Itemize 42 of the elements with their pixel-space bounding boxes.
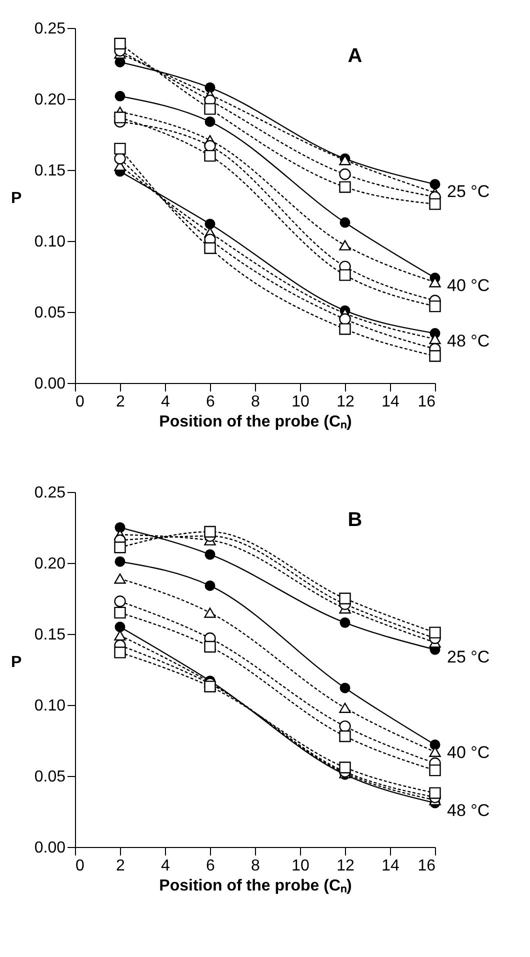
x-tick-label: 12 — [336, 858, 354, 874]
text: 25 °C — [447, 182, 490, 202]
x-tick-label: 14 — [382, 394, 400, 410]
y-tick-label: 0.15 — [34, 626, 66, 644]
x-axis-title: Position of the probe (Cₙ) — [159, 414, 352, 430]
x-tick-label: 6 — [206, 858, 216, 874]
y-tick-label: 0.00 — [34, 376, 66, 392]
x-tick-label: 14 — [382, 858, 400, 874]
annotation: A — [348, 45, 362, 67]
x-tick-label: 0 — [76, 394, 84, 410]
y-axis-title: P — [11, 654, 22, 671]
y-tick-label: 0.05 — [34, 304, 66, 322]
x-tick-label: 10 — [292, 858, 310, 874]
x-tick-label: 16 — [418, 394, 436, 410]
x-tick-label: 2 — [116, 394, 126, 410]
y-tick-label: 0.00 — [34, 840, 66, 856]
x-tick-label: 6 — [206, 394, 216, 410]
x-axis-title: Position of the probe (Cₙ) — [159, 878, 352, 894]
annotation: B — [348, 509, 362, 531]
text: 40 °C — [447, 276, 490, 295]
y-tick-label: 0.10 — [34, 234, 66, 250]
y-tick-label: 0.05 — [34, 768, 66, 786]
y-tick-label: 0.25 — [34, 20, 66, 38]
text: 40 °C — [447, 742, 490, 762]
x-tick-label: 4 — [161, 858, 170, 874]
text: 48 °C — [447, 331, 490, 350]
text: 48 °C — [447, 800, 490, 820]
x-tick-label: 4 — [161, 394, 170, 410]
y-tick-label: 0.25 — [34, 484, 66, 502]
x-tick-label: 12 — [336, 394, 354, 410]
y-axis-title: P — [11, 190, 22, 207]
x-tick-label: 0 — [76, 858, 84, 874]
x-tick-label: 10 — [292, 394, 310, 410]
y-tick-label: 0.15 — [34, 162, 66, 180]
x-tick-label: 16 — [418, 858, 436, 874]
x-tick-label: 8 — [251, 858, 260, 874]
y-tick-label: 0.20 — [34, 556, 66, 572]
y-tick-label: 0.20 — [34, 92, 66, 108]
x-tick-label: 2 — [116, 858, 126, 874]
x-tick-label: 8 — [251, 394, 260, 410]
y-tick-label: 0.10 — [34, 698, 66, 714]
text: 25 °C — [447, 648, 490, 667]
